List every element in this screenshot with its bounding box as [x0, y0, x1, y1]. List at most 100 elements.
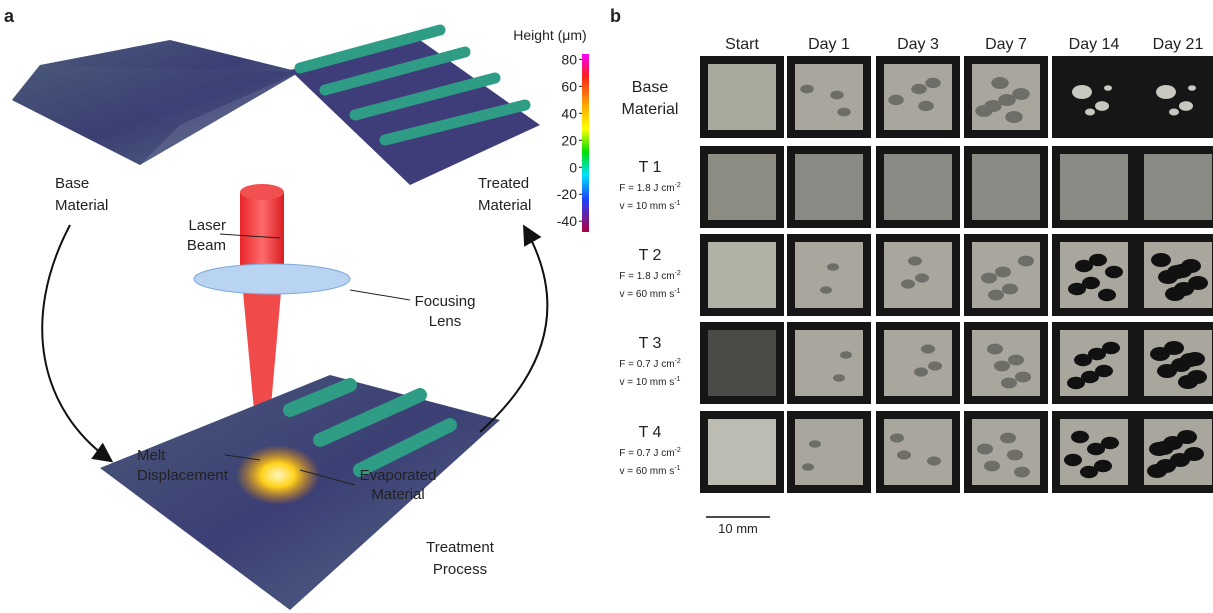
- colorbar-tick-label: 20: [561, 132, 577, 148]
- sample-tile: [700, 146, 784, 228]
- label: Focusing: [415, 293, 476, 310]
- tile-spot: [890, 433, 904, 442]
- panel-label: a: [4, 6, 15, 26]
- colorbar: [582, 54, 589, 232]
- row-label: T 2: [639, 247, 662, 264]
- row-param: F = 1.8 J cm-2: [619, 182, 681, 194]
- tile-spot: [984, 100, 1002, 112]
- row-param: v = 60 mm s-1: [620, 288, 681, 300]
- tile-sample: [708, 330, 776, 396]
- leader-line: [350, 290, 410, 300]
- sample-tile: [787, 56, 871, 138]
- tile-sample: [972, 154, 1040, 220]
- tile-spot: [1014, 467, 1030, 478]
- label: Material: [55, 197, 108, 214]
- tile-spot: [1008, 355, 1024, 366]
- tile-sample: [1144, 154, 1212, 220]
- tile-spot: [1105, 266, 1123, 278]
- param-text: F = 0.7 J cm: [619, 359, 674, 370]
- tile-spot: [1187, 370, 1207, 384]
- tile-spot: [921, 344, 935, 353]
- tile-sample: [795, 64, 863, 130]
- sample-tile: [787, 411, 871, 493]
- tile-spot: [1071, 431, 1089, 443]
- tile-fragment: [1156, 85, 1176, 99]
- tile-spot: [1002, 284, 1018, 295]
- sample-tile: [1136, 322, 1213, 404]
- tile-spot: [1080, 466, 1098, 478]
- column-header: Day 14: [1069, 36, 1120, 53]
- tile-sample: [708, 419, 776, 485]
- tile-spot: [901, 279, 915, 288]
- tile-spot: [925, 78, 941, 88]
- param-text: F = 1.8 J cm: [619, 183, 674, 194]
- label: Material: [371, 486, 424, 503]
- tile-spot: [991, 77, 1009, 89]
- tile-spot: [927, 456, 941, 465]
- param-exponent: -2: [675, 447, 681, 454]
- row-label: Material: [622, 101, 679, 118]
- tile-sample: [884, 330, 952, 396]
- tile-spot: [840, 351, 852, 359]
- sample-tile: [1052, 146, 1136, 228]
- tile-spot: [995, 267, 1011, 278]
- label: Displacement: [137, 467, 229, 484]
- tile-sample: [708, 154, 776, 220]
- sample-tile: [964, 146, 1048, 228]
- tile-fragment: [1188, 85, 1196, 91]
- panel-label: b: [610, 6, 621, 26]
- sample-tile: [876, 56, 960, 138]
- tile-spot: [915, 273, 929, 282]
- colorbar-tick-label: 0: [569, 159, 577, 175]
- tile-fragment: [1169, 109, 1179, 116]
- param-exponent: -2: [675, 358, 681, 365]
- label: Treatment: [426, 539, 495, 556]
- tile-fragment: [1095, 101, 1109, 111]
- label: Beam: [187, 237, 226, 254]
- tile-spot: [918, 101, 934, 111]
- tile-spot: [1074, 354, 1092, 366]
- panel-a: a BaseMaterialTreatedMaterialLaserBeamFo…: [4, 6, 589, 610]
- tile-spot: [987, 344, 1003, 355]
- tile-spot: [830, 91, 844, 100]
- sample-tile: [787, 234, 871, 316]
- sample-tile: [876, 234, 960, 316]
- param-exponent: -1: [674, 465, 680, 472]
- row-label: T 1: [639, 159, 662, 176]
- colorbar-tick-label: 80: [561, 51, 577, 67]
- tile-spot: [1075, 260, 1093, 272]
- sample-tile: [1052, 322, 1136, 404]
- tile-spot: [1150, 347, 1170, 361]
- tile-spot: [1068, 283, 1086, 295]
- tile-spot: [988, 290, 1004, 301]
- tile-spot: [928, 361, 942, 370]
- column-header: Day 7: [985, 36, 1027, 53]
- tile-sample: [884, 154, 952, 220]
- param-text: v = 10 mm s: [620, 201, 675, 212]
- sample-tile: [1052, 56, 1136, 138]
- param-exponent: -2: [675, 270, 681, 277]
- tile-sample: [708, 64, 776, 130]
- tile-spot: [820, 286, 832, 294]
- param-exponent: -1: [674, 288, 680, 295]
- tile-spot: [800, 85, 814, 94]
- tile-fragment: [1179, 101, 1193, 111]
- label: Material: [478, 197, 531, 214]
- tile-spot: [1167, 265, 1187, 279]
- treated-surface: [290, 30, 540, 185]
- sample-tile: [964, 322, 1048, 404]
- tile-sample: [795, 154, 863, 220]
- column-header: Day 1: [808, 36, 850, 53]
- tile-bg: [1052, 56, 1136, 138]
- sample-tile: [1136, 56, 1213, 138]
- sample-tile: [1136, 146, 1213, 228]
- param-exponent: -2: [675, 182, 681, 189]
- tile-spot: [1067, 377, 1085, 389]
- label: Melt: [137, 447, 166, 464]
- tile-spot: [1098, 289, 1116, 301]
- row-param: v = 10 mm s-1: [620, 200, 681, 212]
- param-text: F = 1.8 J cm: [619, 271, 674, 282]
- param-text: v = 60 mm s: [620, 289, 675, 300]
- colorbar-title: Height (μm): [513, 27, 586, 43]
- tile-spot: [1087, 443, 1105, 455]
